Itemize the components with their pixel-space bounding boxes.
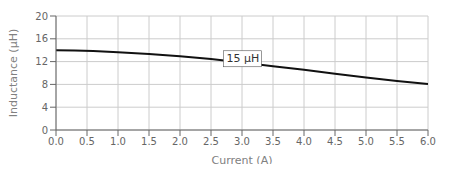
svg-text:5.0: 5.0 xyxy=(358,136,374,147)
svg-text:3.5: 3.5 xyxy=(265,136,281,147)
svg-text:4.0: 4.0 xyxy=(296,136,312,147)
svg-text:0.0: 0.0 xyxy=(48,136,64,147)
svg-text:5.5: 5.5 xyxy=(389,136,405,147)
svg-text:0: 0 xyxy=(42,125,48,136)
svg-text:15 μH: 15 μH xyxy=(226,52,259,65)
svg-text:Inductance (μH): Inductance (μH) xyxy=(8,29,20,117)
svg-text:Current (A): Current (A) xyxy=(212,154,273,164)
svg-text:1.0: 1.0 xyxy=(110,136,126,147)
svg-text:8: 8 xyxy=(42,79,48,90)
svg-text:16: 16 xyxy=(35,33,48,44)
svg-text:4: 4 xyxy=(42,102,48,113)
svg-text:2.5: 2.5 xyxy=(203,136,219,147)
svg-text:3.0: 3.0 xyxy=(234,136,250,147)
svg-text:0.5: 0.5 xyxy=(79,136,95,147)
svg-text:6.0: 6.0 xyxy=(420,136,436,147)
svg-text:1.5: 1.5 xyxy=(141,136,157,147)
svg-text:4.5: 4.5 xyxy=(327,136,343,147)
svg-text:2.0: 2.0 xyxy=(172,136,188,147)
svg-text:20: 20 xyxy=(35,11,48,22)
svg-text:12: 12 xyxy=(35,56,48,67)
